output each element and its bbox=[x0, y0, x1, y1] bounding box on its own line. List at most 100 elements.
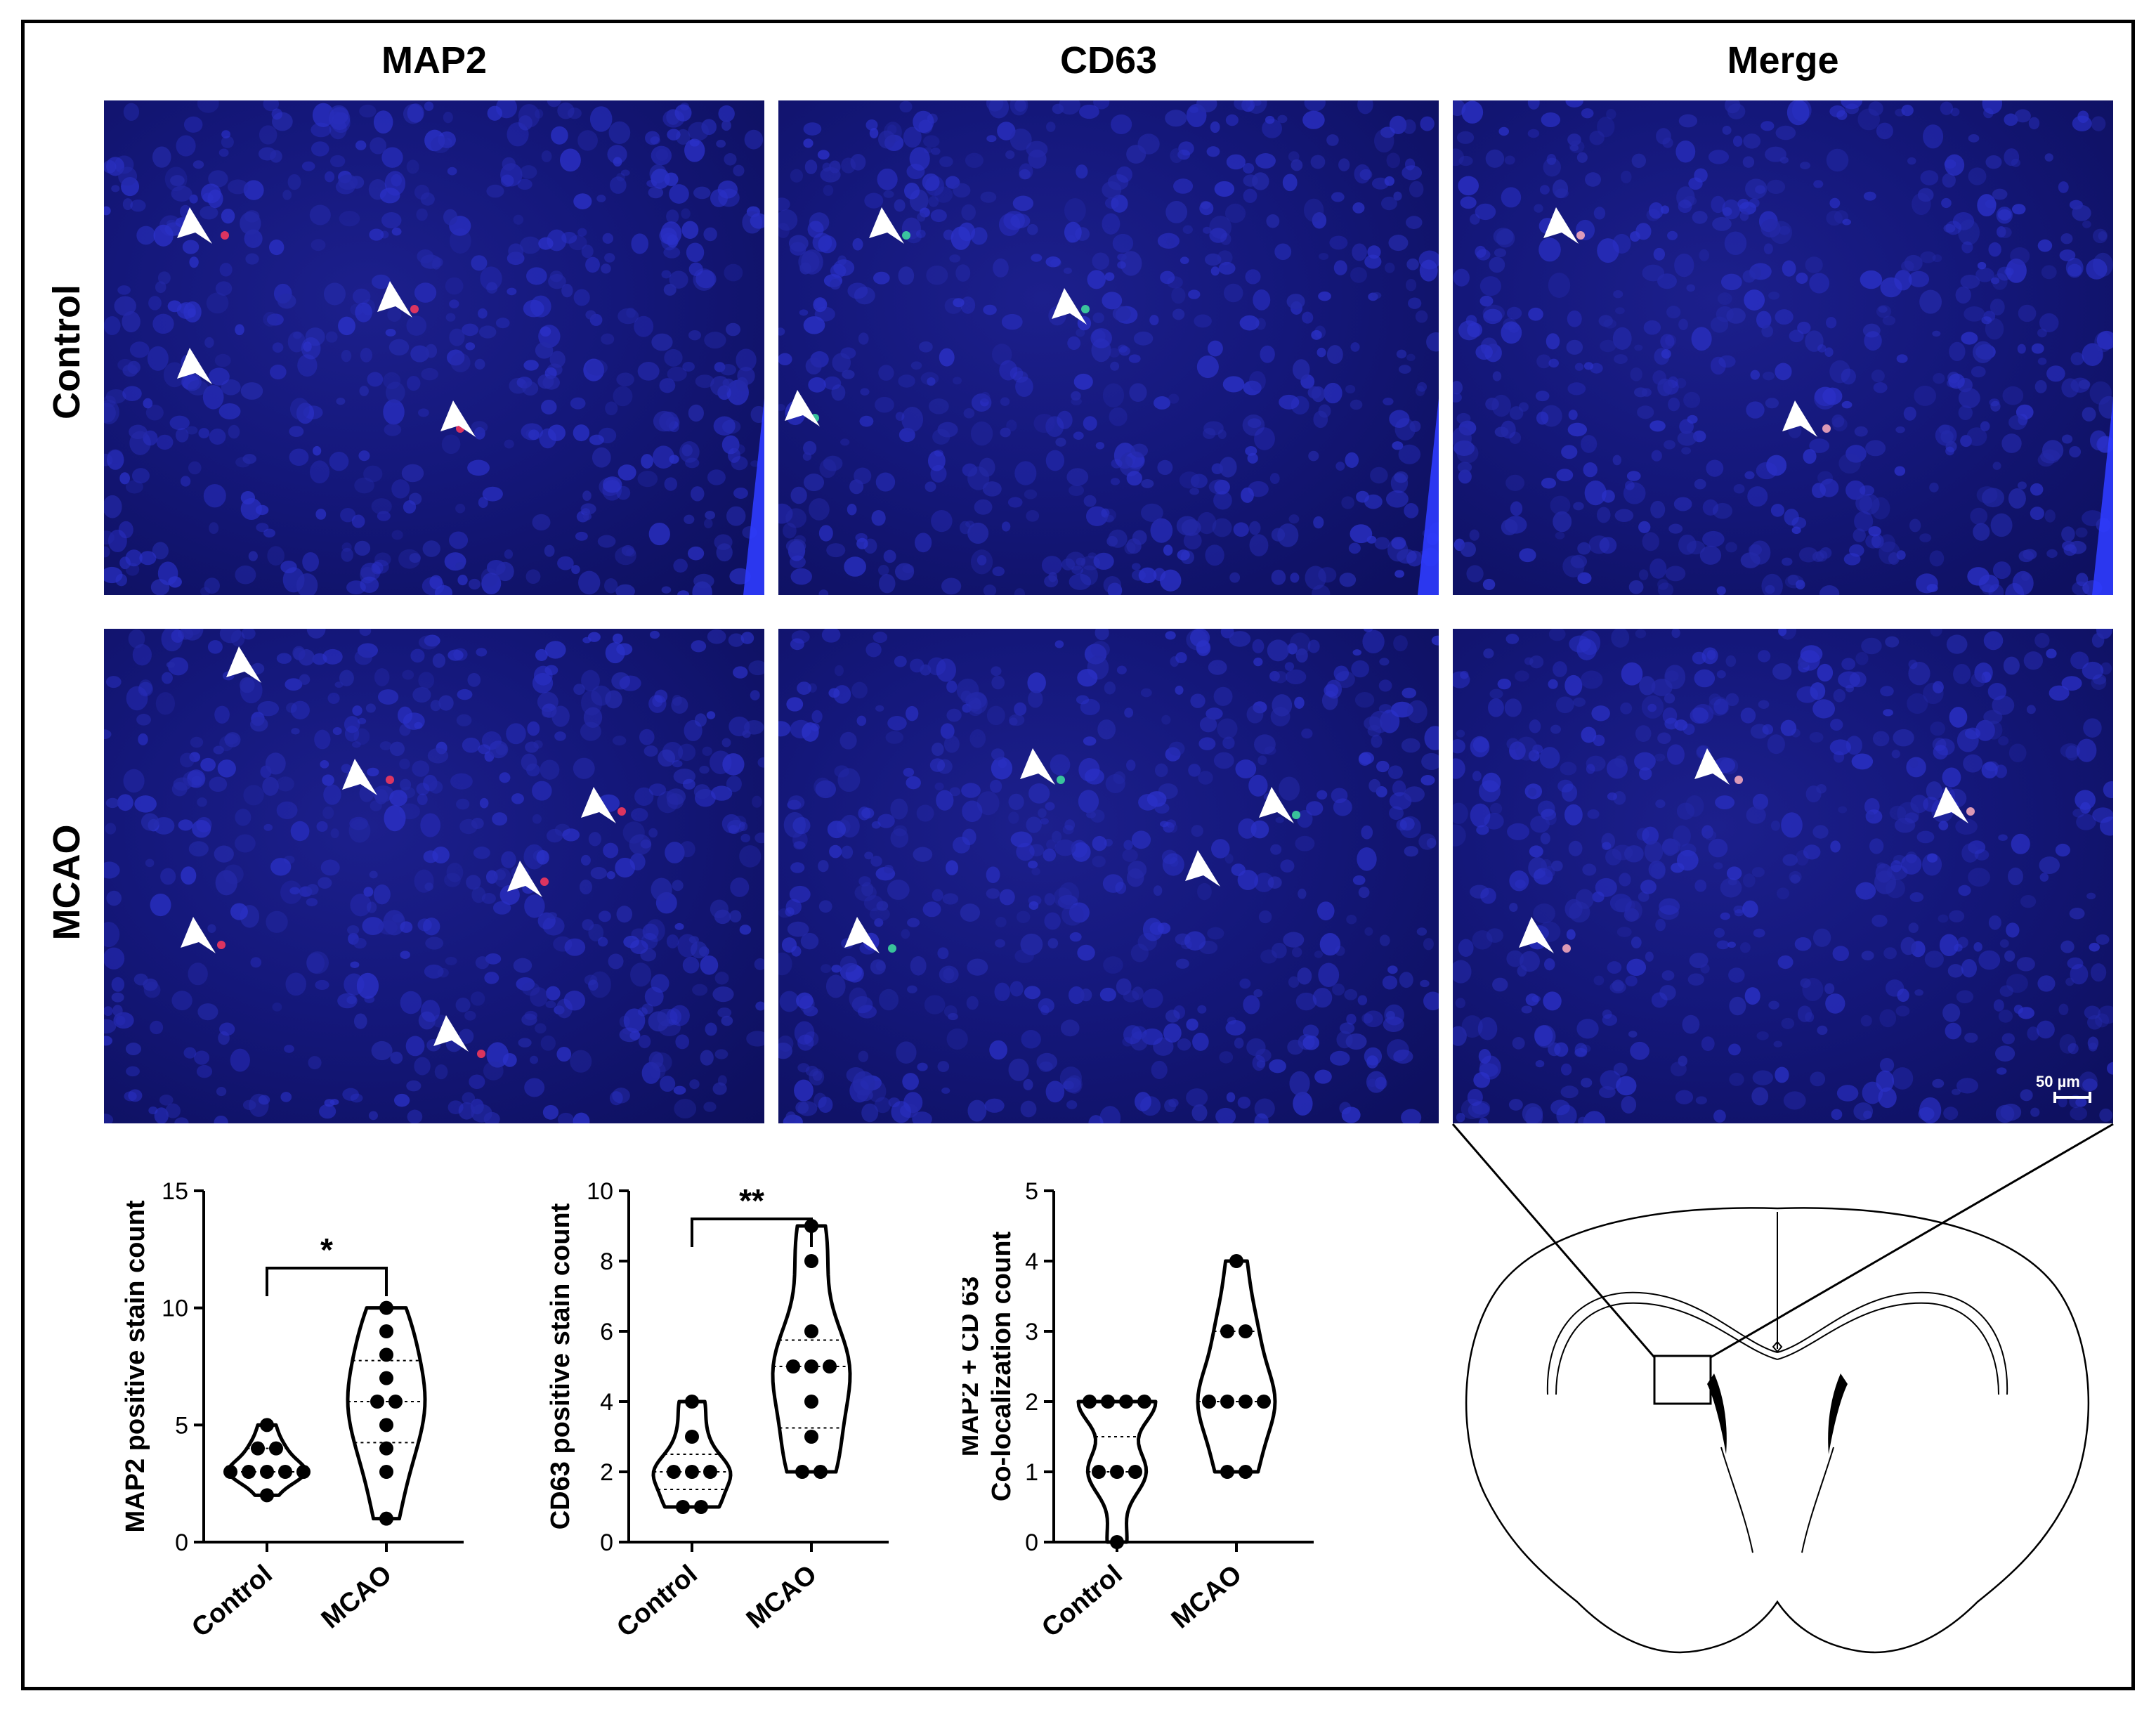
y-tick-label: 0 bbox=[175, 1529, 188, 1556]
micrograph-mcao-cd63 bbox=[778, 629, 1439, 1123]
data-point bbox=[296, 1465, 311, 1479]
data-point bbox=[1220, 1465, 1234, 1479]
y-axis-label: MAP2 + CD 63 bbox=[962, 1277, 984, 1457]
column-title-map2: MAP2 bbox=[381, 39, 488, 81]
stain-signal bbox=[477, 1050, 485, 1058]
significance-bracket bbox=[691, 1218, 813, 1247]
arrowhead-marker bbox=[1543, 207, 1579, 244]
stain-signal bbox=[1292, 811, 1300, 819]
stain-signal bbox=[902, 231, 910, 240]
data-point bbox=[379, 1347, 393, 1362]
data-point bbox=[388, 1395, 403, 1409]
y-axis-label: CD63 positive stain count bbox=[546, 1203, 575, 1529]
x-tick-label: MCAO bbox=[1166, 1560, 1248, 1635]
data-point bbox=[804, 1254, 818, 1268]
arrowhead-marker bbox=[1259, 787, 1294, 823]
data-point bbox=[260, 1488, 274, 1503]
violin-shape bbox=[651, 1399, 733, 1509]
x-tick-label: Control bbox=[186, 1560, 277, 1643]
arrowhead-marker bbox=[1933, 787, 1968, 823]
data-point bbox=[1257, 1395, 1271, 1409]
arrowhead-marker bbox=[507, 861, 542, 897]
y-tick-label: 4 bbox=[1025, 1248, 1038, 1275]
data-point bbox=[379, 1511, 393, 1526]
scale-bar-label: 50 µm bbox=[2036, 1073, 2080, 1090]
stain-signal bbox=[217, 941, 226, 949]
data-point bbox=[379, 1418, 393, 1432]
violin-shape bbox=[226, 1423, 308, 1497]
violin-chart-map2: 0 5 10 15 MAP2 positive stain count Control MC… bbox=[121, 1178, 464, 1643]
data-point bbox=[370, 1395, 384, 1409]
micrograph-control-map2 bbox=[104, 100, 764, 595]
data-point bbox=[1137, 1395, 1151, 1409]
stain-signal bbox=[1562, 944, 1571, 953]
arrowhead-marker bbox=[581, 787, 616, 823]
region-of-interest-box bbox=[1653, 1355, 1712, 1405]
data-point bbox=[823, 1359, 837, 1373]
arrowhead-marker bbox=[177, 348, 212, 384]
data-point bbox=[804, 1359, 818, 1373]
arrowhead-marker bbox=[844, 917, 880, 953]
brain-coronal-schematic bbox=[1465, 1207, 2090, 1654]
data-point bbox=[804, 1430, 818, 1444]
data-point bbox=[379, 1465, 393, 1479]
data-point bbox=[379, 1300, 393, 1315]
data-point bbox=[685, 1430, 699, 1444]
data-point bbox=[1128, 1465, 1142, 1479]
y-tick-label: 6 bbox=[600, 1319, 613, 1345]
data-point bbox=[269, 1441, 283, 1456]
stain-signal bbox=[1057, 776, 1065, 784]
data-point bbox=[260, 1418, 274, 1432]
data-point bbox=[667, 1465, 681, 1479]
significance-bracket bbox=[266, 1267, 388, 1296]
data-point bbox=[379, 1371, 393, 1385]
data-point bbox=[1239, 1395, 1253, 1409]
y-axis-label: Co-localization count bbox=[987, 1232, 1017, 1502]
arrowhead-marker bbox=[342, 759, 377, 795]
arrowhead-marker bbox=[177, 207, 212, 244]
column-title-cd63: CD63 bbox=[1059, 39, 1158, 81]
micrograph-mcao-merge bbox=[1453, 629, 2113, 1123]
stain-signal bbox=[540, 877, 549, 886]
data-point bbox=[379, 1324, 393, 1338]
data-point bbox=[804, 1395, 818, 1409]
row-label-control: Control bbox=[46, 285, 88, 419]
data-point bbox=[1101, 1395, 1115, 1409]
significance-label: ** bbox=[739, 1182, 764, 1219]
data-point bbox=[1110, 1465, 1124, 1479]
arrowhead-marker bbox=[1185, 850, 1220, 887]
data-point bbox=[703, 1465, 717, 1479]
data-point bbox=[1229, 1254, 1243, 1268]
stain-signal bbox=[888, 944, 896, 953]
arrowhead-marker bbox=[1020, 748, 1055, 785]
y-tick-label: 2 bbox=[600, 1459, 613, 1486]
data-point bbox=[814, 1465, 828, 1479]
y-tick-label: 1 bbox=[1025, 1459, 1038, 1486]
data-point bbox=[1239, 1324, 1253, 1338]
x-tick-label: Control bbox=[611, 1560, 703, 1643]
y-tick-label: 10 bbox=[162, 1295, 188, 1322]
stain-signal bbox=[1576, 231, 1585, 240]
data-point bbox=[1220, 1395, 1234, 1409]
arrowhead-marker bbox=[1782, 400, 1817, 437]
arrowhead-marker bbox=[226, 646, 261, 683]
data-point bbox=[694, 1500, 708, 1514]
corpus-callosum-left bbox=[1555, 1302, 1778, 1395]
ventricle-left bbox=[1707, 1373, 1727, 1454]
significance-label: * bbox=[320, 1232, 333, 1268]
x-tick-label: MCAO bbox=[741, 1560, 823, 1635]
stain-signal bbox=[221, 231, 229, 240]
data-point bbox=[685, 1465, 699, 1479]
arrowhead-marker bbox=[433, 1015, 469, 1052]
data-point bbox=[676, 1500, 690, 1514]
y-tick-label: 2 bbox=[1025, 1389, 1038, 1416]
arrowhead-marker bbox=[1694, 748, 1730, 785]
data-point bbox=[786, 1359, 800, 1373]
data-point bbox=[1202, 1395, 1216, 1409]
violin-shape bbox=[1196, 1259, 1277, 1474]
y-tick-label: 3 bbox=[1025, 1319, 1038, 1345]
stain-signal bbox=[410, 305, 419, 313]
data-point bbox=[242, 1465, 256, 1479]
arrowhead-marker bbox=[440, 400, 476, 437]
data-point bbox=[1083, 1395, 1097, 1409]
